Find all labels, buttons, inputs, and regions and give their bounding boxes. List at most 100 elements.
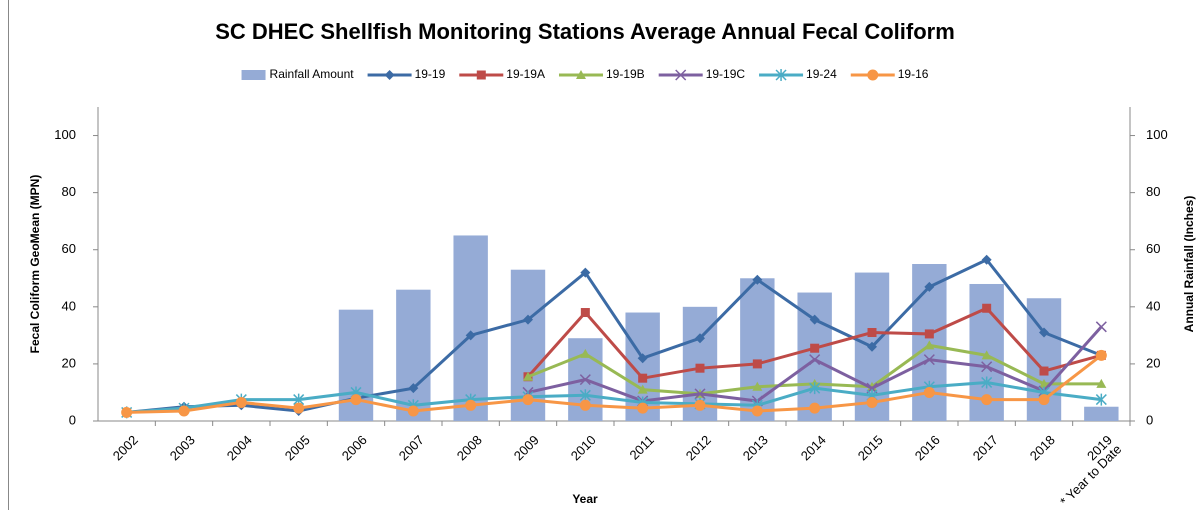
bar: [453, 235, 488, 421]
bar: [740, 278, 775, 421]
marker: [752, 274, 763, 285]
marker: [637, 353, 648, 364]
marker: [476, 70, 486, 80]
marker: [981, 350, 992, 360]
marker: [867, 69, 879, 81]
legend-item: 19-19B: [558, 67, 645, 81]
marker: [694, 399, 706, 411]
marker: [809, 382, 821, 395]
bar: [396, 289, 431, 421]
legend-label: Rainfall Amount: [270, 67, 355, 81]
legend-swatch: [241, 70, 266, 80]
legend-label: 19-19C: [706, 67, 746, 81]
marker: [638, 373, 648, 383]
chart-title: SC DHEC Shellfish Monitoring Stations Av…: [215, 19, 955, 44]
marker: [1039, 378, 1049, 388]
marker: [695, 363, 705, 373]
marker: [522, 394, 534, 406]
marker: [350, 394, 362, 406]
legend-item: Rainfall Amount: [241, 67, 355, 81]
legend-label: 19-16: [898, 67, 929, 81]
legend-item: 19-24: [759, 67, 837, 81]
marker: [465, 399, 477, 411]
marker: [810, 343, 820, 353]
marker: [809, 402, 821, 414]
legend-item: 19-16: [850, 67, 929, 81]
y-tick-label: 0: [69, 412, 76, 427]
marker: [924, 281, 935, 292]
y2-tick-label: 100: [1146, 127, 1168, 142]
marker: [809, 354, 821, 366]
marker: [1039, 366, 1049, 376]
marker: [775, 69, 787, 81]
y-tick-label: 40: [62, 298, 76, 313]
legend-label: 19-19B: [606, 67, 645, 81]
marker: [1095, 321, 1107, 333]
marker: [1038, 394, 1050, 406]
marker: [523, 371, 533, 381]
marker: [1039, 327, 1049, 338]
marker: [923, 386, 935, 398]
y-tick-label: 20: [62, 355, 76, 370]
y-axis-label: Fecal Coliform GeoMean (MPN): [28, 175, 42, 354]
marker: [408, 383, 419, 394]
legend: Rainfall Amount 19-19 19-19A 19-19B 19-19C 19…: [241, 67, 929, 81]
marker: [384, 70, 395, 80]
legend-label: 19-24: [806, 67, 837, 81]
y2-tick-label: 80: [1146, 184, 1160, 199]
marker: [579, 399, 591, 411]
line: [126, 257, 1102, 414]
bar: [797, 292, 832, 421]
y2-tick-label: 40: [1146, 298, 1160, 313]
marker: [923, 354, 935, 366]
marker: [235, 396, 247, 408]
marker: [1096, 378, 1107, 388]
legend-item: 19-19A: [459, 67, 545, 81]
marker: [924, 329, 934, 339]
marker: [1095, 349, 1107, 361]
marker: [121, 406, 133, 418]
marker: [637, 384, 648, 394]
marker: [867, 328, 877, 338]
marker: [981, 361, 993, 373]
marker: [465, 330, 476, 341]
legend-label: 19-19: [415, 67, 446, 81]
marker: [752, 381, 763, 391]
marker: [575, 70, 586, 79]
legend-item: 19-19: [367, 67, 446, 81]
y2-tick-label: 60: [1146, 241, 1160, 256]
marker: [523, 314, 533, 325]
marker: [867, 341, 877, 352]
marker: [981, 254, 992, 265]
marker: [579, 389, 591, 402]
marker: [809, 314, 820, 325]
line: [126, 354, 1103, 414]
marker: [580, 267, 591, 278]
marker: [981, 394, 993, 406]
y2-tick-label: 0: [1146, 412, 1153, 427]
marker: [580, 348, 591, 358]
y2-tick-label: 20: [1146, 355, 1160, 370]
chart-border: [8, 0, 9, 510]
marker: [407, 405, 419, 417]
y-tick-label: 80: [62, 184, 76, 199]
marker: [579, 374, 591, 386]
marker: [924, 340, 935, 350]
marker: [751, 405, 763, 417]
marker: [178, 405, 190, 417]
bar: [1084, 406, 1119, 421]
x-axis-label: Year: [572, 492, 598, 506]
marker: [1095, 393, 1107, 406]
marker: [675, 69, 687, 81]
legend-item: 19-19C: [658, 67, 746, 81]
marker: [695, 333, 705, 344]
marker: [694, 388, 706, 400]
y-tick-label: 60: [62, 241, 76, 256]
marker: [866, 396, 878, 408]
marker: [982, 303, 992, 313]
marker: [580, 308, 590, 318]
marker: [752, 359, 762, 369]
marker: [293, 402, 305, 414]
